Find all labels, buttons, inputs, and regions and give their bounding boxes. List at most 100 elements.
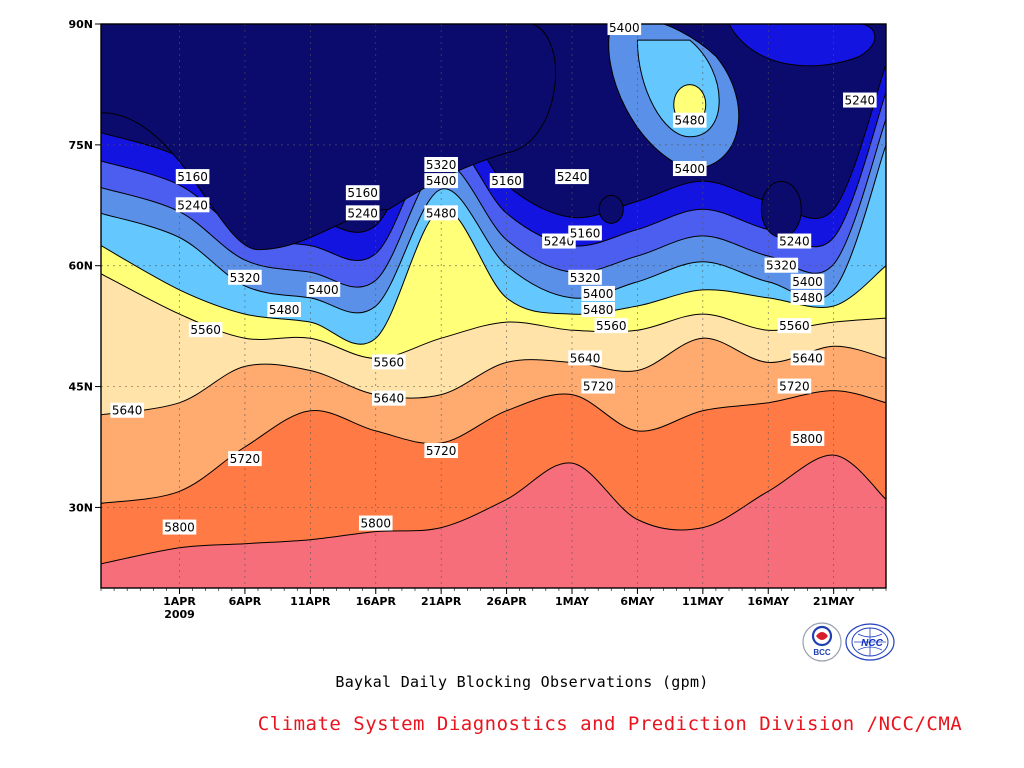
contour-label-bg (843, 92, 877, 108)
contour-label-bg (175, 197, 210, 213)
contour-label-bg (175, 169, 210, 185)
contour-label-5320: 5320 (426, 158, 457, 172)
chart-title: Baykal Daily Blocking Observations (gpm) (335, 673, 709, 691)
ncc-logo-text: NCC (861, 638, 883, 649)
contour-label-bg (267, 302, 301, 318)
contour-label-5640: 5640 (792, 351, 823, 365)
contour-label-5720: 5720 (779, 380, 810, 394)
credit-line: Climate System Diagnostics and Predictio… (257, 713, 963, 735)
low-5240-may17 (760, 180, 802, 238)
contour-label-5640: 5640 (374, 392, 405, 406)
contour-label-bg (790, 273, 825, 289)
contour-label-bg (581, 285, 615, 301)
contour-label-bg (555, 169, 589, 185)
contour-label-bg (110, 402, 144, 418)
contour-label-5240: 5240 (544, 235, 575, 249)
contour-label-5560: 5560 (374, 355, 405, 369)
contour-label-bg (672, 161, 707, 177)
contour-label-bg (581, 302, 615, 318)
contour-label-5640: 5640 (570, 351, 601, 365)
contour-label-bg (568, 269, 602, 285)
contour-label-bg (790, 430, 825, 446)
contour-label-5240: 5240 (347, 206, 378, 220)
xtick-label: 11APR (290, 595, 331, 608)
contour-label-bg (594, 318, 629, 334)
contour-label-5400: 5400 (308, 283, 339, 297)
contour-label-5640: 5640 (112, 404, 143, 418)
contour-label-5480: 5480 (792, 291, 823, 305)
bcc-logo-text: BCC (813, 648, 831, 657)
contour-label-bg (489, 173, 524, 189)
xtick-label: 6MAY (620, 595, 655, 608)
xtick-label: 21APR (421, 595, 462, 608)
xtick-label: 1APR (163, 595, 196, 608)
contour-label-5720: 5720 (583, 380, 614, 394)
contour-label-5480: 5480 (583, 303, 614, 317)
contour-label-bg (306, 281, 341, 297)
contour-label-bg (162, 519, 197, 535)
contour-label-5320: 5320 (230, 271, 261, 285)
contour-labels: 5160524051605240532054005480556055605640… (110, 20, 877, 535)
contour-label-bg (542, 233, 576, 249)
xtick-label: 21MAY (813, 595, 856, 608)
ytick-label: 30N (68, 501, 93, 514)
bcc-logo: BCC (802, 622, 842, 662)
xtick-label: 16MAY (747, 595, 790, 608)
contour-label-5560: 5560 (190, 323, 221, 337)
contour-label-bg (345, 185, 380, 201)
contour-label-bg (790, 289, 825, 305)
contour-label-5240: 5240 (845, 94, 876, 108)
contour-label-5400: 5400 (792, 275, 823, 289)
contour-label-5320: 5320 (570, 271, 601, 285)
contour-label-bg (358, 515, 393, 531)
contour-label-5240: 5240 (177, 198, 208, 212)
ytick-label: 45N (68, 381, 93, 394)
contour-label-5800: 5800 (164, 521, 195, 535)
contour-label-5400: 5400 (674, 162, 705, 176)
contour-label-bg (228, 269, 262, 285)
xtick-label: 1MAY (555, 595, 590, 608)
contour-band-5800 (101, 454, 886, 588)
contour-fills (101, 24, 886, 588)
contour-label-5480: 5480 (269, 303, 300, 317)
contour-label-5560: 5560 (596, 319, 627, 333)
contour-label-5800: 5800 (792, 432, 823, 446)
contour-label-5800: 5800 (360, 517, 391, 531)
contour-label-5160: 5160 (177, 170, 208, 184)
ncc-logo: NCC (845, 623, 895, 661)
contour-label-bg (764, 257, 799, 273)
contour-label-bg (790, 350, 825, 366)
contour-label-bg (777, 378, 812, 394)
contour-label-bg (372, 354, 406, 370)
xtick-sublabel: 2009 (164, 608, 195, 621)
contour-label-bg (672, 112, 707, 128)
contour-label-bg (777, 318, 812, 334)
low-5240-ne (728, 24, 876, 67)
contour-label-5480: 5480 (674, 114, 705, 128)
low-5160-may4 (598, 194, 624, 224)
ytick-label: 60N (68, 260, 93, 273)
xtick-label: 11MAY (682, 595, 725, 608)
contour-label-5720: 5720 (230, 452, 261, 466)
contour-label-bg (188, 322, 223, 338)
contour-label-bg (424, 173, 458, 189)
contour-label-5560: 5560 (779, 319, 810, 333)
contour-label-bg (777, 233, 812, 249)
contour-label-bg (568, 225, 602, 241)
contour-label-5240: 5240 (779, 235, 810, 249)
xtick-label: 6APR (229, 595, 262, 608)
contour-label-bg (568, 350, 602, 366)
contour-label-bg (424, 443, 458, 459)
contour-label-5240: 5240 (557, 170, 588, 184)
contour-label-5160: 5160 (570, 226, 601, 240)
ytick-label: 90N (68, 18, 93, 31)
contour-label-5400: 5400 (426, 174, 457, 188)
contour-label-bg (372, 390, 406, 406)
contour-label-bg (228, 451, 262, 467)
ytick-label: 75N (68, 139, 93, 152)
contour-label-bg (424, 157, 458, 172)
contour-label-bg (424, 205, 458, 221)
xtick-label: 26APR (486, 595, 527, 608)
contour-label-5160: 5160 (347, 186, 378, 200)
